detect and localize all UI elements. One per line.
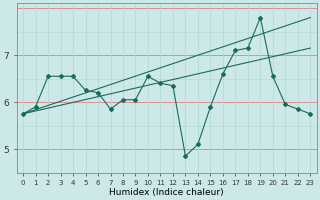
X-axis label: Humidex (Indice chaleur): Humidex (Indice chaleur) xyxy=(109,188,224,197)
